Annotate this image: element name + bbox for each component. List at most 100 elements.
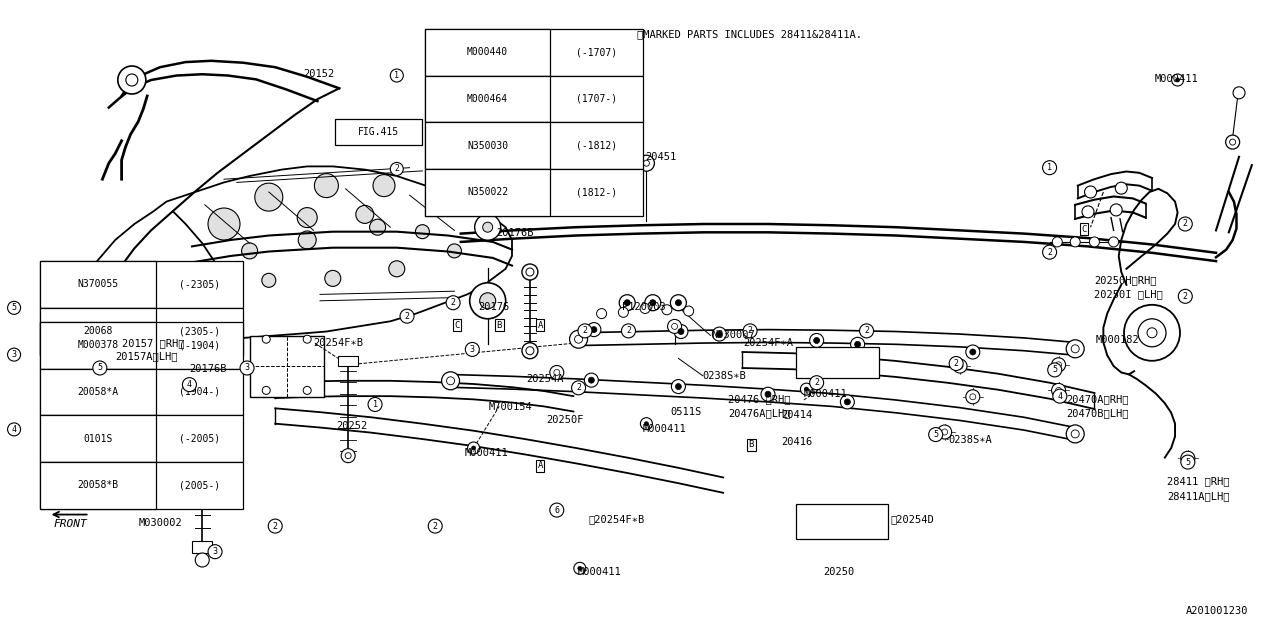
Circle shape	[762, 387, 774, 401]
Bar	[425, 29, 643, 76]
Circle shape	[429, 519, 442, 533]
Circle shape	[390, 69, 403, 82]
Circle shape	[1082, 206, 1094, 218]
Text: 2: 2	[814, 378, 819, 387]
Circle shape	[1181, 451, 1194, 465]
Text: 20152: 20152	[303, 69, 334, 79]
Circle shape	[118, 66, 146, 94]
Circle shape	[1185, 455, 1190, 461]
Circle shape	[676, 383, 681, 390]
Text: 2: 2	[626, 326, 631, 335]
Text: 20250F: 20250F	[547, 415, 584, 425]
Circle shape	[372, 175, 396, 196]
Text: 3: 3	[212, 547, 218, 556]
Text: 20254F∗A: 20254F∗A	[744, 338, 794, 348]
Text: 5: 5	[933, 430, 938, 439]
Text: 0238S∗B: 0238S∗B	[703, 371, 746, 381]
Circle shape	[448, 244, 461, 258]
Circle shape	[1233, 87, 1245, 99]
Circle shape	[442, 372, 460, 390]
Circle shape	[470, 283, 506, 319]
Circle shape	[467, 442, 480, 454]
Text: 20176: 20176	[479, 301, 509, 312]
Circle shape	[620, 294, 635, 310]
Text: (1707-): (1707-)	[576, 94, 617, 104]
Circle shape	[93, 361, 106, 375]
Circle shape	[369, 397, 381, 412]
Circle shape	[401, 309, 413, 323]
Circle shape	[672, 380, 685, 394]
Text: A: A	[538, 461, 543, 470]
Circle shape	[650, 300, 655, 306]
Circle shape	[554, 369, 559, 376]
Bar	[425, 122, 643, 169]
Circle shape	[447, 296, 460, 310]
Text: 20176B: 20176B	[497, 228, 534, 238]
Text: N350030: N350030	[467, 141, 508, 150]
Circle shape	[205, 265, 218, 279]
Circle shape	[255, 183, 283, 211]
Circle shape	[645, 294, 660, 310]
Circle shape	[851, 337, 864, 351]
Text: N350022: N350022	[467, 188, 508, 197]
Circle shape	[1179, 289, 1192, 303]
Circle shape	[342, 449, 355, 463]
Circle shape	[622, 324, 635, 338]
Circle shape	[804, 387, 809, 391]
Circle shape	[1171, 74, 1184, 86]
Circle shape	[970, 349, 975, 355]
Circle shape	[1052, 383, 1065, 397]
Text: 20250: 20250	[823, 566, 854, 577]
Text: 20157 〈RH〉: 20157 〈RH〉	[122, 338, 184, 348]
Text: 5: 5	[1185, 458, 1190, 467]
Circle shape	[800, 383, 813, 395]
Circle shape	[1084, 186, 1097, 198]
Circle shape	[303, 387, 311, 394]
Bar	[40, 322, 156, 369]
Text: 20470B〈LH〉: 20470B〈LH〉	[1066, 408, 1129, 419]
Circle shape	[575, 335, 582, 343]
Text: FRONT: FRONT	[54, 518, 87, 529]
Text: 0511S: 0511S	[671, 407, 701, 417]
Text: 2: 2	[433, 522, 438, 531]
Text: M000411: M000411	[465, 448, 508, 458]
Text: 2: 2	[576, 383, 581, 392]
Text: 20250I 〈LH〉: 20250I 〈LH〉	[1094, 289, 1164, 299]
Circle shape	[550, 503, 563, 517]
Text: (-2305): (-2305)	[179, 280, 220, 289]
Circle shape	[966, 345, 979, 359]
Circle shape	[1052, 237, 1062, 247]
Text: 3: 3	[470, 345, 475, 354]
Text: 20470A〈RH〉: 20470A〈RH〉	[1066, 394, 1129, 404]
Bar	[40, 462, 156, 509]
Text: (1812-): (1812-)	[576, 188, 617, 197]
Circle shape	[315, 173, 338, 198]
Circle shape	[125, 74, 138, 86]
Circle shape	[1230, 139, 1235, 145]
Text: A: A	[538, 321, 543, 330]
Text: N330007: N330007	[712, 330, 755, 340]
Circle shape	[466, 342, 479, 356]
Circle shape	[241, 361, 253, 375]
Text: 20476A〈LH〉: 20476A〈LH〉	[728, 408, 791, 419]
Text: 20068: 20068	[83, 326, 113, 336]
Text: M000378: M000378	[77, 340, 119, 350]
Text: 4: 4	[1057, 392, 1062, 401]
Circle shape	[1043, 245, 1056, 259]
Circle shape	[522, 342, 538, 358]
Text: 0238S∗A: 0238S∗A	[948, 435, 992, 445]
Text: 20157A〈LH〉: 20157A〈LH〉	[115, 351, 178, 362]
Bar	[338, 356, 358, 366]
Bar	[40, 261, 156, 308]
Text: 28411A〈LH〉: 28411A〈LH〉	[1167, 491, 1230, 501]
Circle shape	[744, 324, 756, 338]
Circle shape	[262, 273, 275, 287]
Text: 3: 3	[244, 364, 250, 372]
Circle shape	[640, 303, 650, 314]
Text: (-2005): (-2005)	[179, 434, 220, 444]
Text: 2: 2	[394, 164, 399, 173]
Text: (2005-): (2005-)	[179, 481, 220, 490]
Circle shape	[662, 305, 672, 315]
Text: 20254F∗B: 20254F∗B	[314, 338, 364, 348]
Circle shape	[640, 418, 653, 429]
